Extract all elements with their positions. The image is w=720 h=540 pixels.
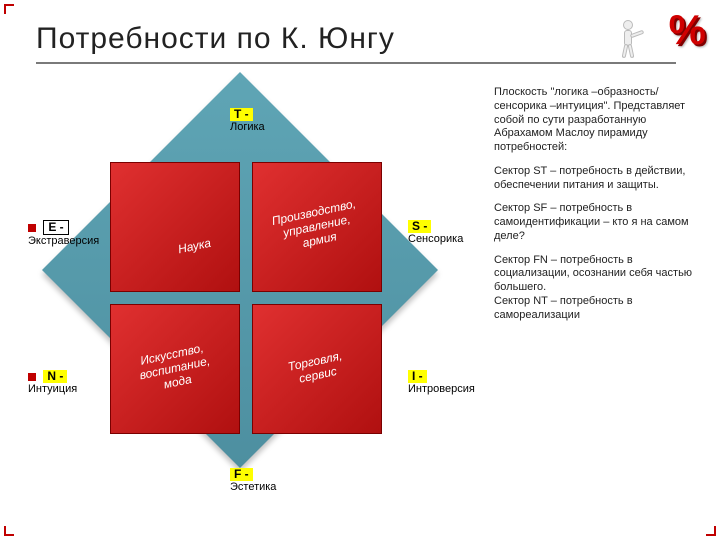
quadrant-sf-label: Торговля, сервис [287,350,347,388]
desc-intro: Плоскость "логика –образность/сенсорика … [494,86,702,155]
corner-marker [706,526,716,536]
axis-tag: F - [230,468,253,481]
quadrant-fn-label: Искусство, воспитание, мода [136,341,215,396]
corner-marker [4,526,14,536]
desc-sector-sf: Сектор SF – потребность в самоидентифика… [494,202,702,243]
quadrant-st: Производство, управление, армия [252,162,382,292]
axis-label-S: S - Сенсорика [408,220,463,245]
percent-icon: % [669,6,702,54]
axis-label-E: E - Экстраверсия [28,220,99,247]
quadrant-st-label: Производство, управление, армия [271,198,363,256]
mannequin-icon [614,20,642,58]
desc-sector-st: Сектор ST – потребность в действии, обес… [494,165,702,193]
axis-sub: Сенсорика [408,233,463,245]
axis-tag: E - [43,220,68,235]
quadrant-sf: Торговля, сервис [252,304,382,434]
jung-diagram: Производство, управление, армия Наука Ис… [30,90,470,500]
quadrant-nt-label: Наука [177,237,212,257]
axis-tag: N - [43,370,67,383]
decor-figure-percent: % [614,6,702,60]
description-column: Плоскость "логика –образность/сенсорика … [494,86,702,332]
axis-label-F: F - Эстетика [230,468,276,493]
axis-sub: Экстраверсия [28,235,99,247]
axis-sub: Эстетика [230,481,276,493]
axis-label-I: I - Интроверсия [408,370,475,395]
quadrant-fn: Искусство, воспитание, мода [110,304,240,434]
axis-sub: Интроверсия [408,383,475,395]
page-title: Потребности по К. Юнгу [36,22,676,64]
quadrant-nt: Наука [110,162,240,292]
axis-tag: I - [408,370,427,383]
axis-sub: Логика [230,121,265,133]
axis-label-T: T - Логика [230,108,265,133]
axis-tag: T - [230,108,253,121]
axis-label-N: N - Интуиция [28,370,77,395]
axis-sub: Интуиция [28,383,77,395]
axis-tag: S - [408,220,431,233]
desc-sector-fn-nt: Сектор FN – потребность в социализации, … [494,254,702,323]
corner-marker [4,4,14,14]
